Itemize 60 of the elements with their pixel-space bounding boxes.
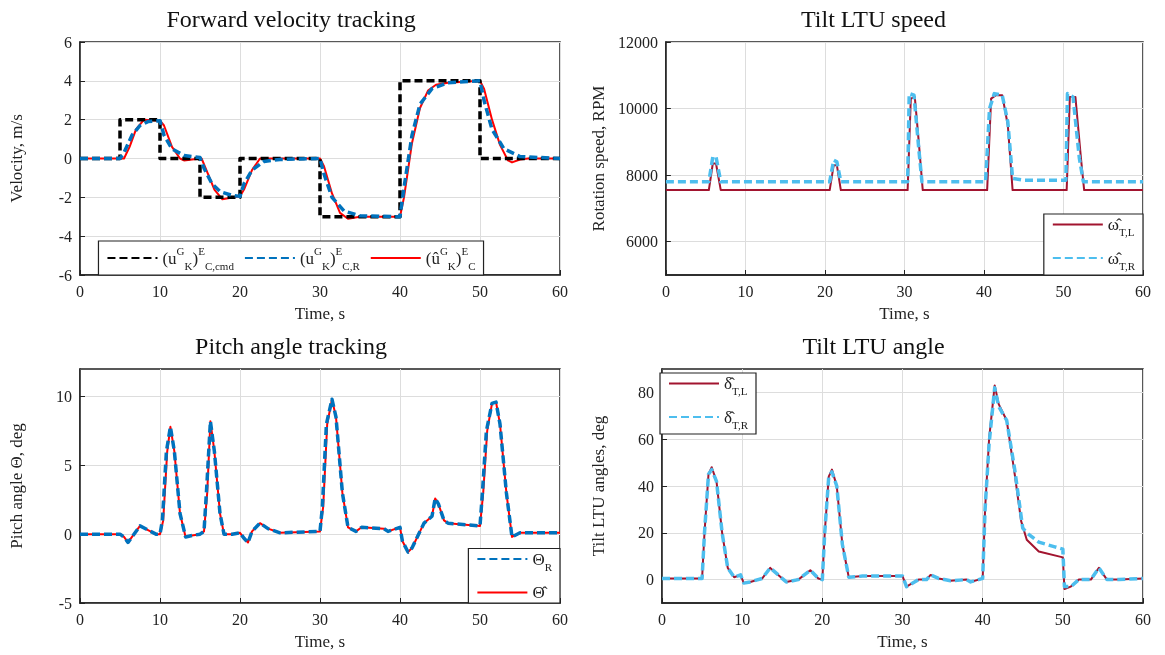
x-tick-label: 50 — [472, 282, 488, 300]
chart-title: Tilt LTU speed — [801, 6, 946, 32]
y-axis-title: Rotation speed, RPM — [589, 85, 608, 232]
y-tick-label: 0 — [64, 150, 72, 167]
x-tick-label: 0 — [76, 282, 84, 300]
y-tick-label: 40 — [638, 477, 654, 495]
y-tick-label: -5 — [58, 594, 72, 612]
x-tick-label: 40 — [974, 610, 991, 628]
y-axis-title: Pitch angle Θ, deg — [7, 422, 26, 549]
x-tick-label: 20 — [814, 610, 831, 628]
y-tick-label: -6 — [58, 266, 72, 284]
x-tick-label: 30 — [312, 282, 328, 300]
x-tick-label: 60 — [1135, 610, 1151, 628]
x-tick-label: 40 — [975, 282, 992, 300]
x-tick-label: 0 — [661, 282, 670, 300]
x-tick-label: 20 — [232, 610, 248, 628]
x-tick-label: 60 — [1135, 282, 1151, 300]
y-tick-label: 12000 — [617, 33, 658, 51]
x-tick-label: 10 — [152, 282, 168, 300]
x-tick-label: 10 — [734, 610, 751, 628]
y-tick-label: -2 — [58, 188, 72, 206]
x-tick-label: 10 — [152, 610, 168, 628]
x-tick-label: 10 — [737, 282, 754, 300]
y-tick-label: 80 — [638, 383, 654, 401]
x-tick-label: 20 — [232, 282, 248, 300]
x-tick-label: 20 — [816, 282, 833, 300]
y-tick-label: 10000 — [617, 100, 658, 118]
y-tick-label: 0 — [64, 525, 72, 543]
legend-label: Θ̂ — [532, 583, 548, 602]
x-tick-label: 0 — [76, 610, 84, 628]
y-axis-title: Velocity, m/s — [7, 114, 26, 203]
x-tick-label: 30 — [896, 282, 913, 300]
x-axis-title: Time, s — [294, 632, 346, 651]
y-tick-label: 0 — [646, 571, 654, 589]
y-tick-label: 6 — [64, 33, 72, 51]
x-axis-title: Time, s — [879, 304, 930, 323]
y-tick-label: -4 — [58, 227, 72, 245]
x-tick-label: 30 — [894, 610, 911, 628]
y-tick-label: 6000 — [625, 233, 658, 251]
x-axis-title: Time, s — [877, 632, 928, 651]
x-tick-label: 40 — [392, 610, 408, 628]
y-tick-label: 2 — [64, 111, 72, 129]
chart-title: Tilt LTU angle — [802, 333, 945, 359]
y-tick-label: 8000 — [625, 166, 658, 184]
y-tick-label: 10 — [56, 388, 72, 406]
x-tick-label: 60 — [552, 282, 568, 300]
y-tick-label: 20 — [638, 524, 654, 542]
y-tick-label: 4 — [64, 72, 72, 90]
x-tick-label: 40 — [392, 282, 408, 300]
x-tick-label: 60 — [552, 610, 568, 628]
x-axis-title: Time, s — [294, 304, 346, 323]
y-tick-label: 60 — [638, 430, 654, 448]
x-tick-label: 50 — [472, 610, 488, 628]
chart-title: Pitch angle tracking — [195, 333, 387, 359]
x-tick-label: 30 — [312, 610, 328, 628]
y-axis-title: Tilt LTU angles, deg — [589, 415, 608, 557]
y-tick-label: 5 — [64, 456, 72, 474]
x-tick-label: 50 — [1054, 610, 1071, 628]
x-tick-label: 50 — [1055, 282, 1072, 300]
chart-title: Forward velocity tracking — [166, 6, 416, 32]
